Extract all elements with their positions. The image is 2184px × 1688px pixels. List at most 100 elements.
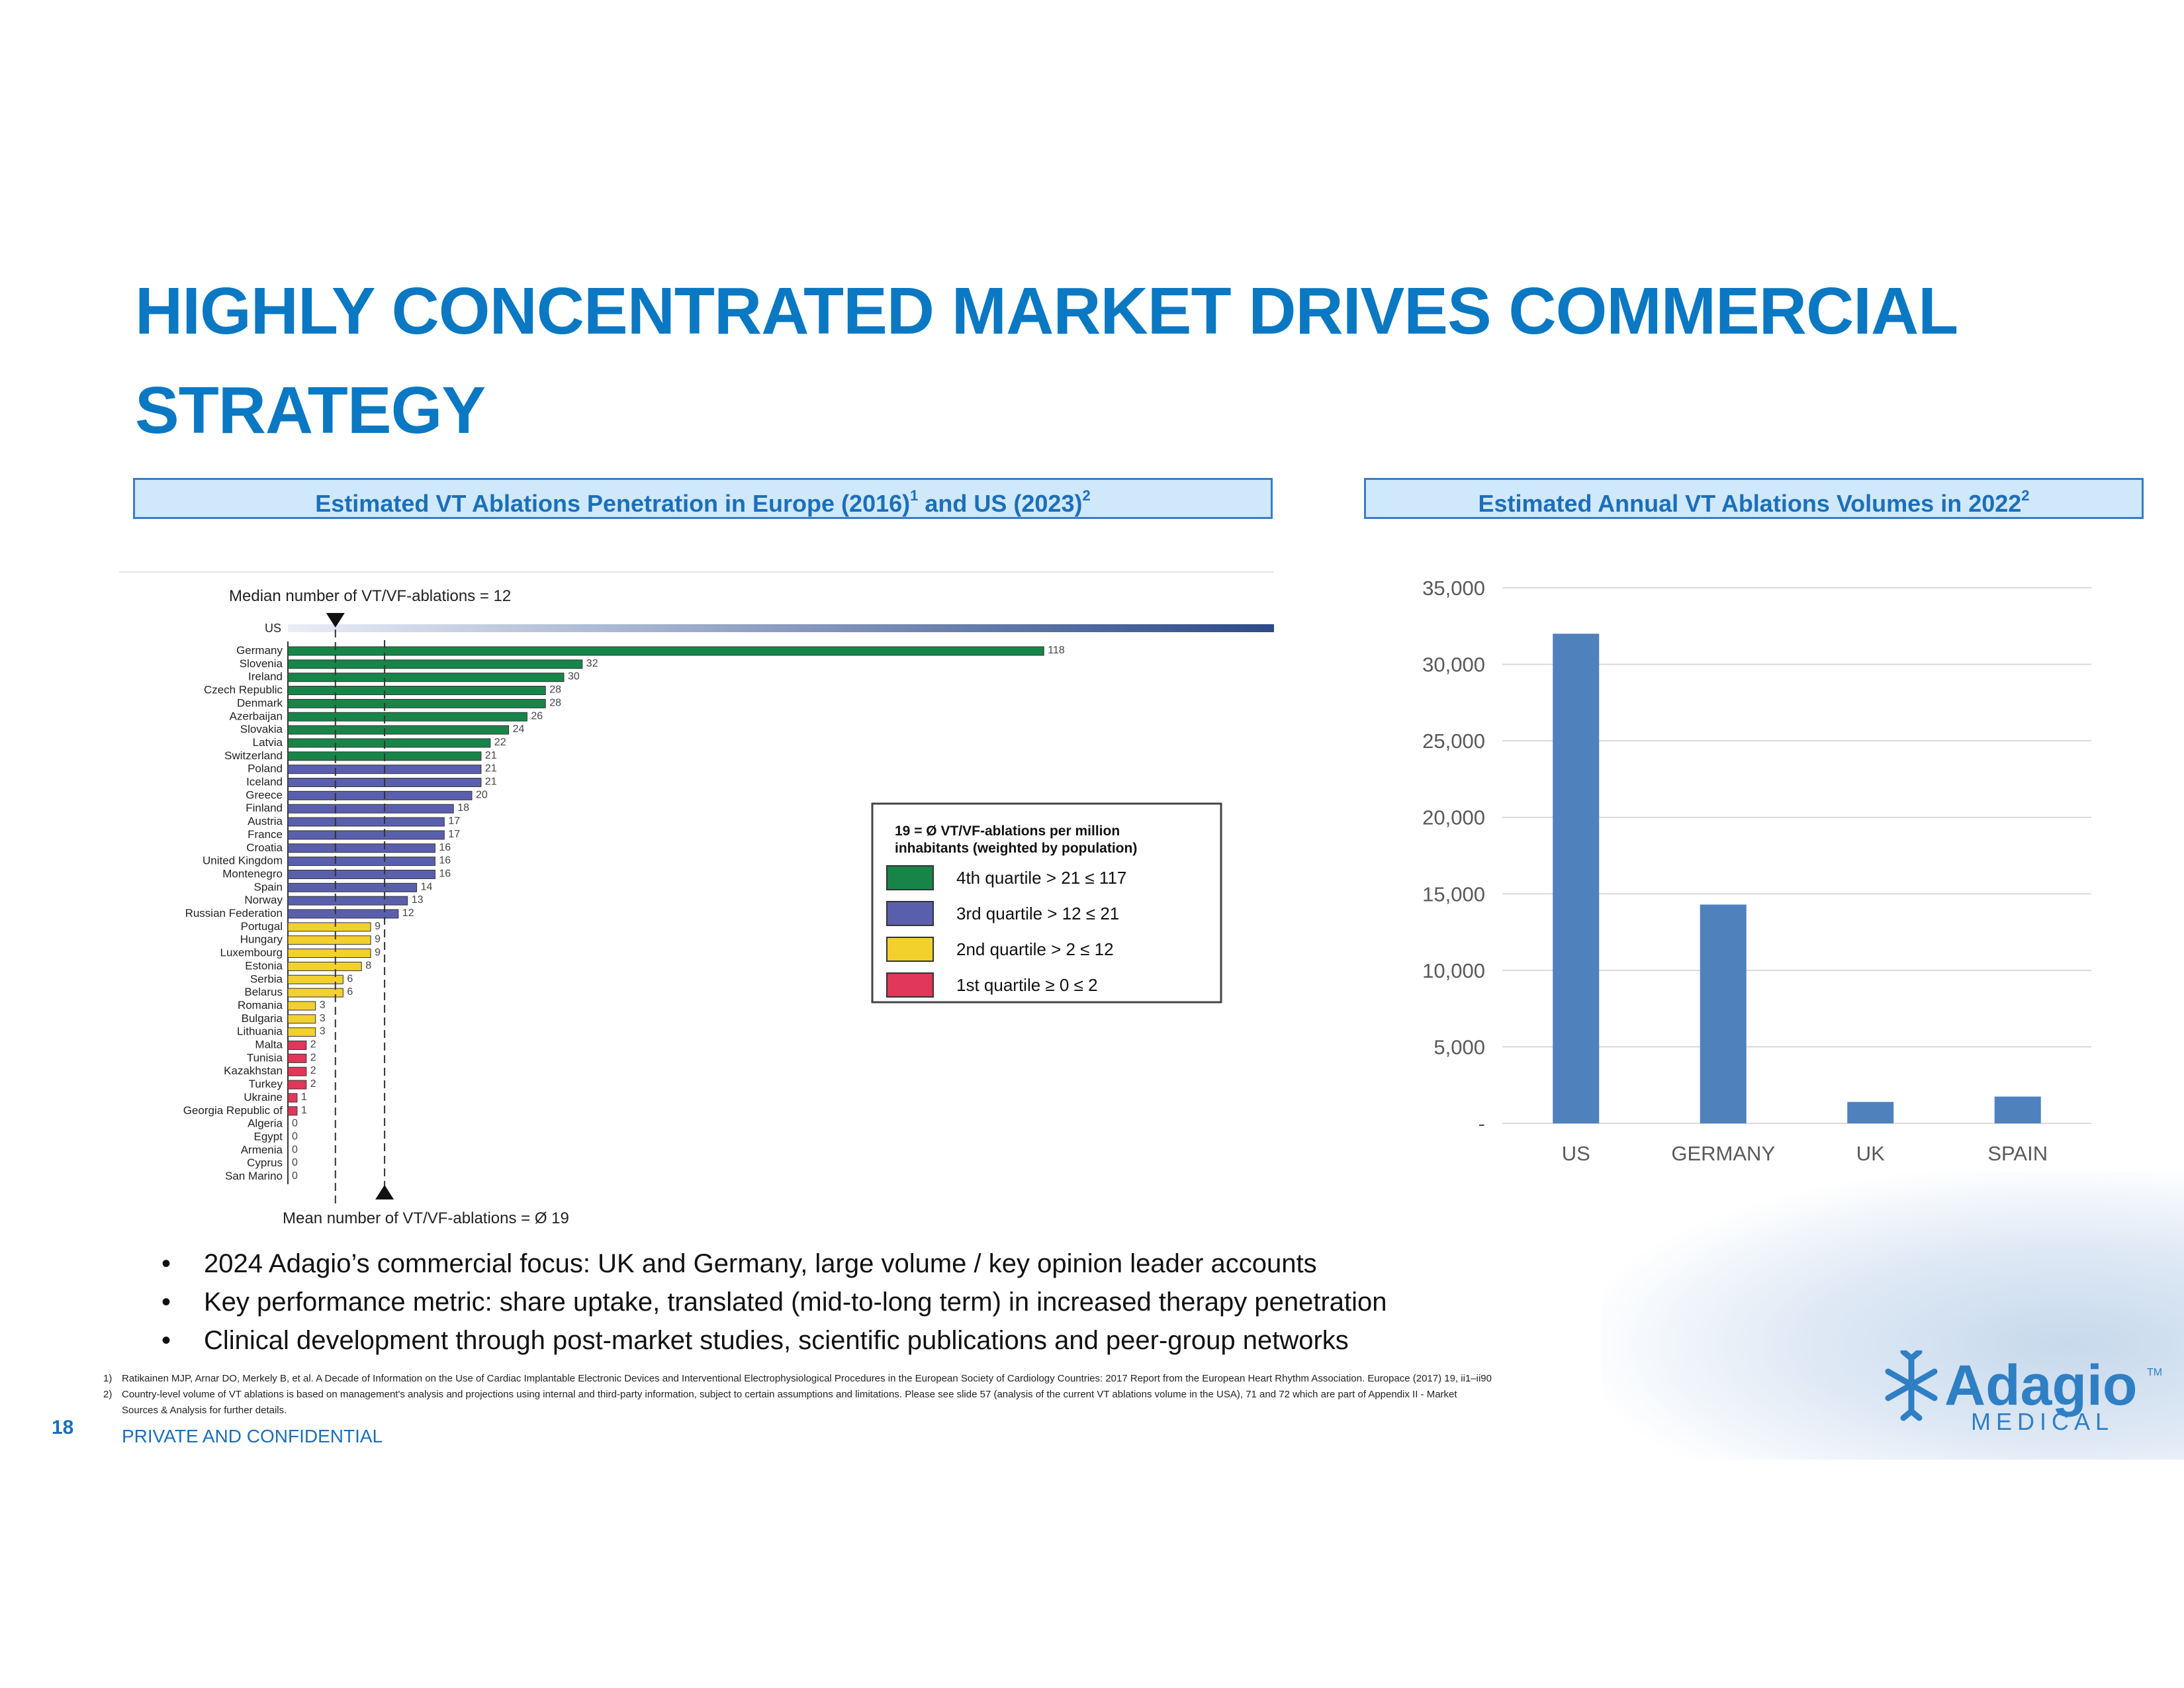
country-bar	[287, 659, 583, 669]
country-bar	[287, 843, 435, 853]
country-bar	[287, 935, 371, 945]
country-bar	[287, 1001, 316, 1011]
logo-sub: MEDICAL	[1971, 1408, 2114, 1435]
country-bar	[287, 698, 546, 708]
footnote-text: Ratikainen MJP, Arnar DO, Merkely B, et …	[122, 1373, 1492, 1384]
europe-penetration-chart: Median number of VT/VF-ablations = 12 Me…	[119, 571, 1274, 1227]
page-title: HIGHLY CONCENTRATED MARKET DRIVES COMMER…	[135, 274, 1957, 447]
country-value-label: 3	[320, 1000, 326, 1011]
europe-panel-heading: Estimated VT Ablations Penetration in Eu…	[133, 478, 1273, 519]
y-tick-label: 20,000	[1422, 806, 1485, 829]
country-bar	[287, 1080, 307, 1090]
bullet-dot: •	[161, 1248, 171, 1278]
median-marker-icon	[326, 613, 345, 628]
country-label: United Kingdom	[203, 855, 283, 867]
country-label: Belarus	[244, 986, 283, 998]
country-value-label: 9	[375, 947, 381, 959]
country-value-label: 21	[485, 750, 497, 761]
country-value-label: 0	[292, 1131, 298, 1142]
legend-title-2: inhabitants (weighted by population)	[895, 841, 1137, 856]
country-value-label: 6	[347, 986, 353, 998]
country-value-label: 32	[586, 658, 598, 669]
country-value-label: 14	[421, 881, 433, 892]
country-label: Estonia	[245, 959, 283, 972]
y-tick-label: 30,000	[1422, 653, 1485, 677]
country-value-label: 28	[549, 684, 561, 696]
country-bar	[287, 1093, 298, 1103]
country-bar	[287, 949, 371, 959]
heading-text-b: and US (2023)	[918, 490, 1083, 517]
volume-bar	[1700, 904, 1747, 1123]
bullet-text: Key performance metric: share uptake, tr…	[204, 1287, 1387, 1317]
country-label: Slovakia	[240, 723, 283, 735]
country-label: Portugal	[241, 920, 283, 933]
country-value-label: 2	[310, 1052, 316, 1063]
country-bar	[287, 857, 435, 867]
country-label: Malta	[255, 1039, 283, 1051]
country-bar	[287, 961, 362, 971]
country-value-label: 21	[485, 776, 497, 788]
country-value-label: 20	[476, 789, 488, 800]
country-label: Norway	[244, 894, 283, 906]
footnote-text: Country-level volume of VT ablations is …	[122, 1389, 1457, 1400]
country-bar	[287, 922, 371, 932]
footnote-number	[103, 1403, 122, 1419]
logo-word: Adagio	[1944, 1354, 2137, 1417]
country-value-label: 2	[310, 1078, 316, 1090]
country-label: Georgia Republic of	[183, 1104, 283, 1117]
footnote: 1) Ratikainen MJP, Arnar DO, Merkely B, e…	[103, 1371, 1824, 1387]
x-category-label: SPAIN	[1987, 1142, 2048, 1165]
us-label: US	[265, 622, 281, 635]
country-value-label: 1	[301, 1092, 307, 1103]
country-label: Lithuania	[237, 1025, 283, 1038]
country-label: Kazakhstan	[224, 1064, 283, 1077]
country-bar	[287, 896, 408, 906]
country-bar	[287, 646, 1044, 656]
country-bar	[287, 909, 399, 919]
country-value-label: 0	[292, 1157, 298, 1168]
country-value-label: 24	[513, 724, 525, 735]
country-bar	[287, 1041, 307, 1050]
adagio-logo: Adagio TM MEDICAL	[1885, 1350, 2162, 1435]
country-bar	[287, 1106, 298, 1116]
country-bar	[287, 1014, 316, 1024]
legend-swatch	[886, 937, 934, 962]
country-value-label: 0	[292, 1118, 298, 1129]
country-value-label: 118	[1048, 645, 1065, 656]
bullet-item: • Key performance metric: share uptake, t…	[161, 1283, 1684, 1321]
country-value-label: 9	[375, 921, 381, 932]
country-label: Spain	[254, 880, 283, 893]
legend-swatch	[886, 865, 934, 890]
country-bar	[287, 790, 473, 800]
country-value-label: 22	[494, 737, 506, 748]
country-label: Germany	[236, 644, 283, 657]
country-label: Hungary	[240, 933, 283, 946]
country-bar	[287, 830, 445, 840]
country-label: Denmark	[237, 696, 283, 709]
heading-sup-b: 2	[1082, 487, 1091, 504]
country-value-label: 2	[310, 1065, 316, 1076]
page-number: 18	[52, 1417, 74, 1438]
country-bar	[287, 686, 546, 696]
country-label: Poland	[248, 763, 283, 775]
country-value-label: 9	[375, 934, 381, 945]
country-value-label: 28	[549, 697, 561, 708]
median-label: Median number of VT/VF-ablations = 12	[229, 587, 511, 605]
country-label: Slovenia	[240, 657, 283, 670]
legend-label: 2nd quartile > 2 ≤ 12	[956, 939, 1114, 959]
country-bar	[287, 817, 445, 827]
country-value-label: 3	[320, 1013, 326, 1024]
volume-bar	[1553, 633, 1600, 1123]
country-label: San Marino	[225, 1170, 283, 1182]
country-label: Greece	[246, 788, 283, 801]
country-value-label: 30	[568, 671, 580, 682]
annual-volumes-chart: - 5,000 10,000 15,000 20,000 25,000 30,000 35,0…	[1422, 577, 2091, 1165]
country-label: Egypt	[254, 1130, 283, 1143]
y-tick-label: 35,000	[1422, 577, 1485, 600]
country-value-label: 8	[365, 960, 371, 971]
legend-label: 3rd quartile > 12 ≤ 21	[956, 904, 1119, 923]
bullet-text: 2024 Adagio’s commercial focus: UK and G…	[204, 1248, 1317, 1278]
footnote: 2) Country-level volume of VT ablations i…	[103, 1387, 1824, 1403]
volume-bar	[1994, 1096, 2041, 1123]
bullet-list: • 2024 Adagio’s commercial focus: UK and …	[161, 1244, 1684, 1360]
